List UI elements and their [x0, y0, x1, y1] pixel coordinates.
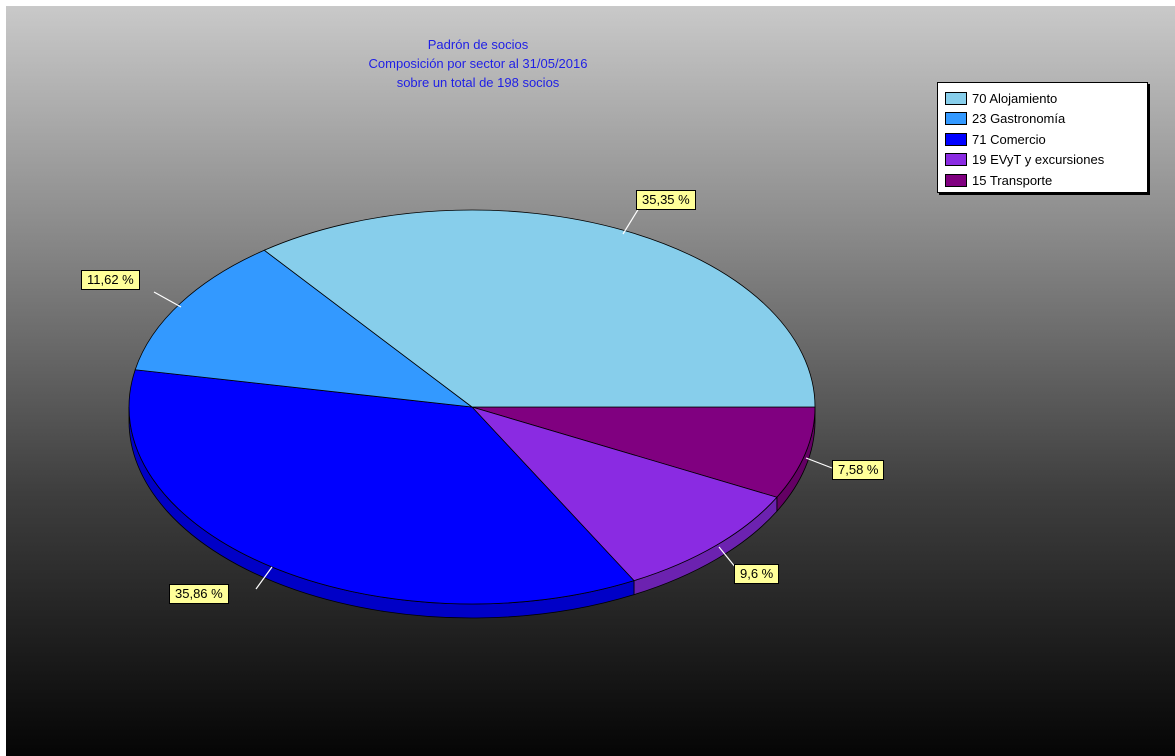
- data-label-evyt: 9,6 %: [734, 564, 780, 584]
- data-label-transporte: 7,58 %: [832, 460, 885, 480]
- legend-label: 19 EVyT y excursiones: [972, 152, 1105, 168]
- legend-item: 23 Gastronomía: [945, 109, 1147, 130]
- leader-line-gastronomia: [153, 291, 182, 308]
- chart-subtitle-total: sobre un total de 198 socios: [396, 75, 560, 90]
- pie-chart: [128, 207, 833, 619]
- data-label-comercio: 35,86 %: [169, 584, 229, 604]
- chart-title: Padrón de socios: [427, 37, 529, 52]
- legend-swatch: [945, 132, 967, 146]
- data-label-alojamiento: 35,35 %: [636, 190, 696, 210]
- legend-swatch: [945, 173, 967, 187]
- chart-subtitle: Composición por sector al 31/05/2016: [368, 56, 588, 71]
- pie-slice-evyt: [470, 406, 778, 582]
- data-label-gastronomia: 11,62 %: [81, 270, 140, 290]
- legend-item: 71 Comercio: [945, 129, 1147, 150]
- legend-label: 70 Alojamiento: [972, 90, 1058, 106]
- legend-label: 23 Gastronomía: [972, 111, 1066, 127]
- legend-swatch: [945, 153, 967, 167]
- legend-item: 15 Transporte: [945, 170, 1147, 191]
- legend-swatch: [945, 91, 967, 105]
- leader-line-alojamiento: [622, 207, 640, 235]
- legend-swatch: [945, 112, 967, 126]
- leader-line-evyt: [718, 546, 737, 569]
- legend-label: 15 Transporte: [972, 172, 1053, 188]
- leader-line-transporte: [805, 457, 833, 469]
- chart-legend: 70 Alojamiento 23 Gastronomía 71 Comerci…: [937, 82, 1148, 193]
- legend-item: 19 EVyT y excursiones: [945, 150, 1147, 171]
- pie-slice-gastronomia: [134, 249, 474, 408]
- legend-label: 71 Comercio: [972, 131, 1046, 147]
- legend-item: 70 Alojamiento: [945, 88, 1147, 109]
- pie-slice-comercio: [128, 369, 635, 605]
- pie-slice-alojamiento: [263, 209, 816, 408]
- chart-area: Padrón de socios Composición por sector …: [6, 6, 1175, 756]
- leader-line-comercio: [255, 566, 273, 590]
- pie-slice-transporte: [471, 406, 816, 498]
